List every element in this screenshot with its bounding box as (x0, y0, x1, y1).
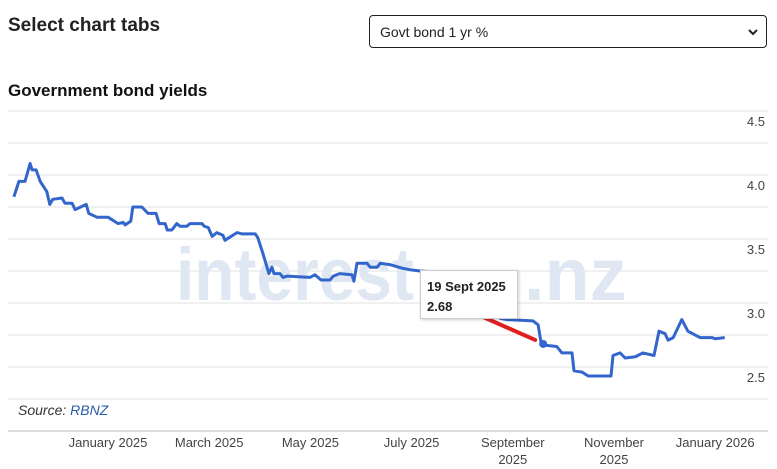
y-tick-label: 4.0 (747, 178, 765, 193)
y-tick-label: 3.5 (747, 242, 765, 257)
y-tick-label: 3.0 (747, 306, 765, 321)
tooltip: 19 Sept 2025 2.68 (420, 270, 518, 319)
y-tick-label: 4.5 (747, 114, 765, 129)
x-tick-label: 2025 (498, 452, 527, 467)
chevron-down-icon (748, 29, 758, 36)
x-tick-label: January 2025 (69, 435, 148, 450)
chart-title: Government bond yields (8, 81, 208, 100)
x-tick-label: March 2025 (175, 435, 244, 450)
chart-tab-select[interactable]: Govt bond 1 yr % (369, 15, 767, 48)
tooltip-date: 19 Sept 2025 (427, 279, 506, 294)
x-tick-label: January 2026 (676, 435, 755, 450)
source-link[interactable]: RBNZ (70, 402, 109, 418)
x-tick-label: November (584, 435, 645, 450)
select-chart-tabs-heading: Select chart tabs (8, 15, 161, 36)
x-tick-label: 2025 (600, 452, 629, 467)
selected-option: Govt bond 1 yr % (380, 23, 489, 40)
x-tick-label: September (481, 435, 545, 450)
source-label: Source: RBNZ (18, 402, 109, 418)
watermark-suffix: .nz (524, 233, 627, 316)
series-line (12, 162, 725, 378)
x-tick-label: July 2025 (384, 435, 440, 450)
x-tick-label: May 2025 (282, 435, 339, 450)
watermark: interest (176, 233, 414, 316)
tooltip-value: 2.68 (427, 299, 453, 314)
highlight-point[interactable] (539, 339, 548, 348)
y-tick-label: 2.5 (747, 370, 765, 385)
